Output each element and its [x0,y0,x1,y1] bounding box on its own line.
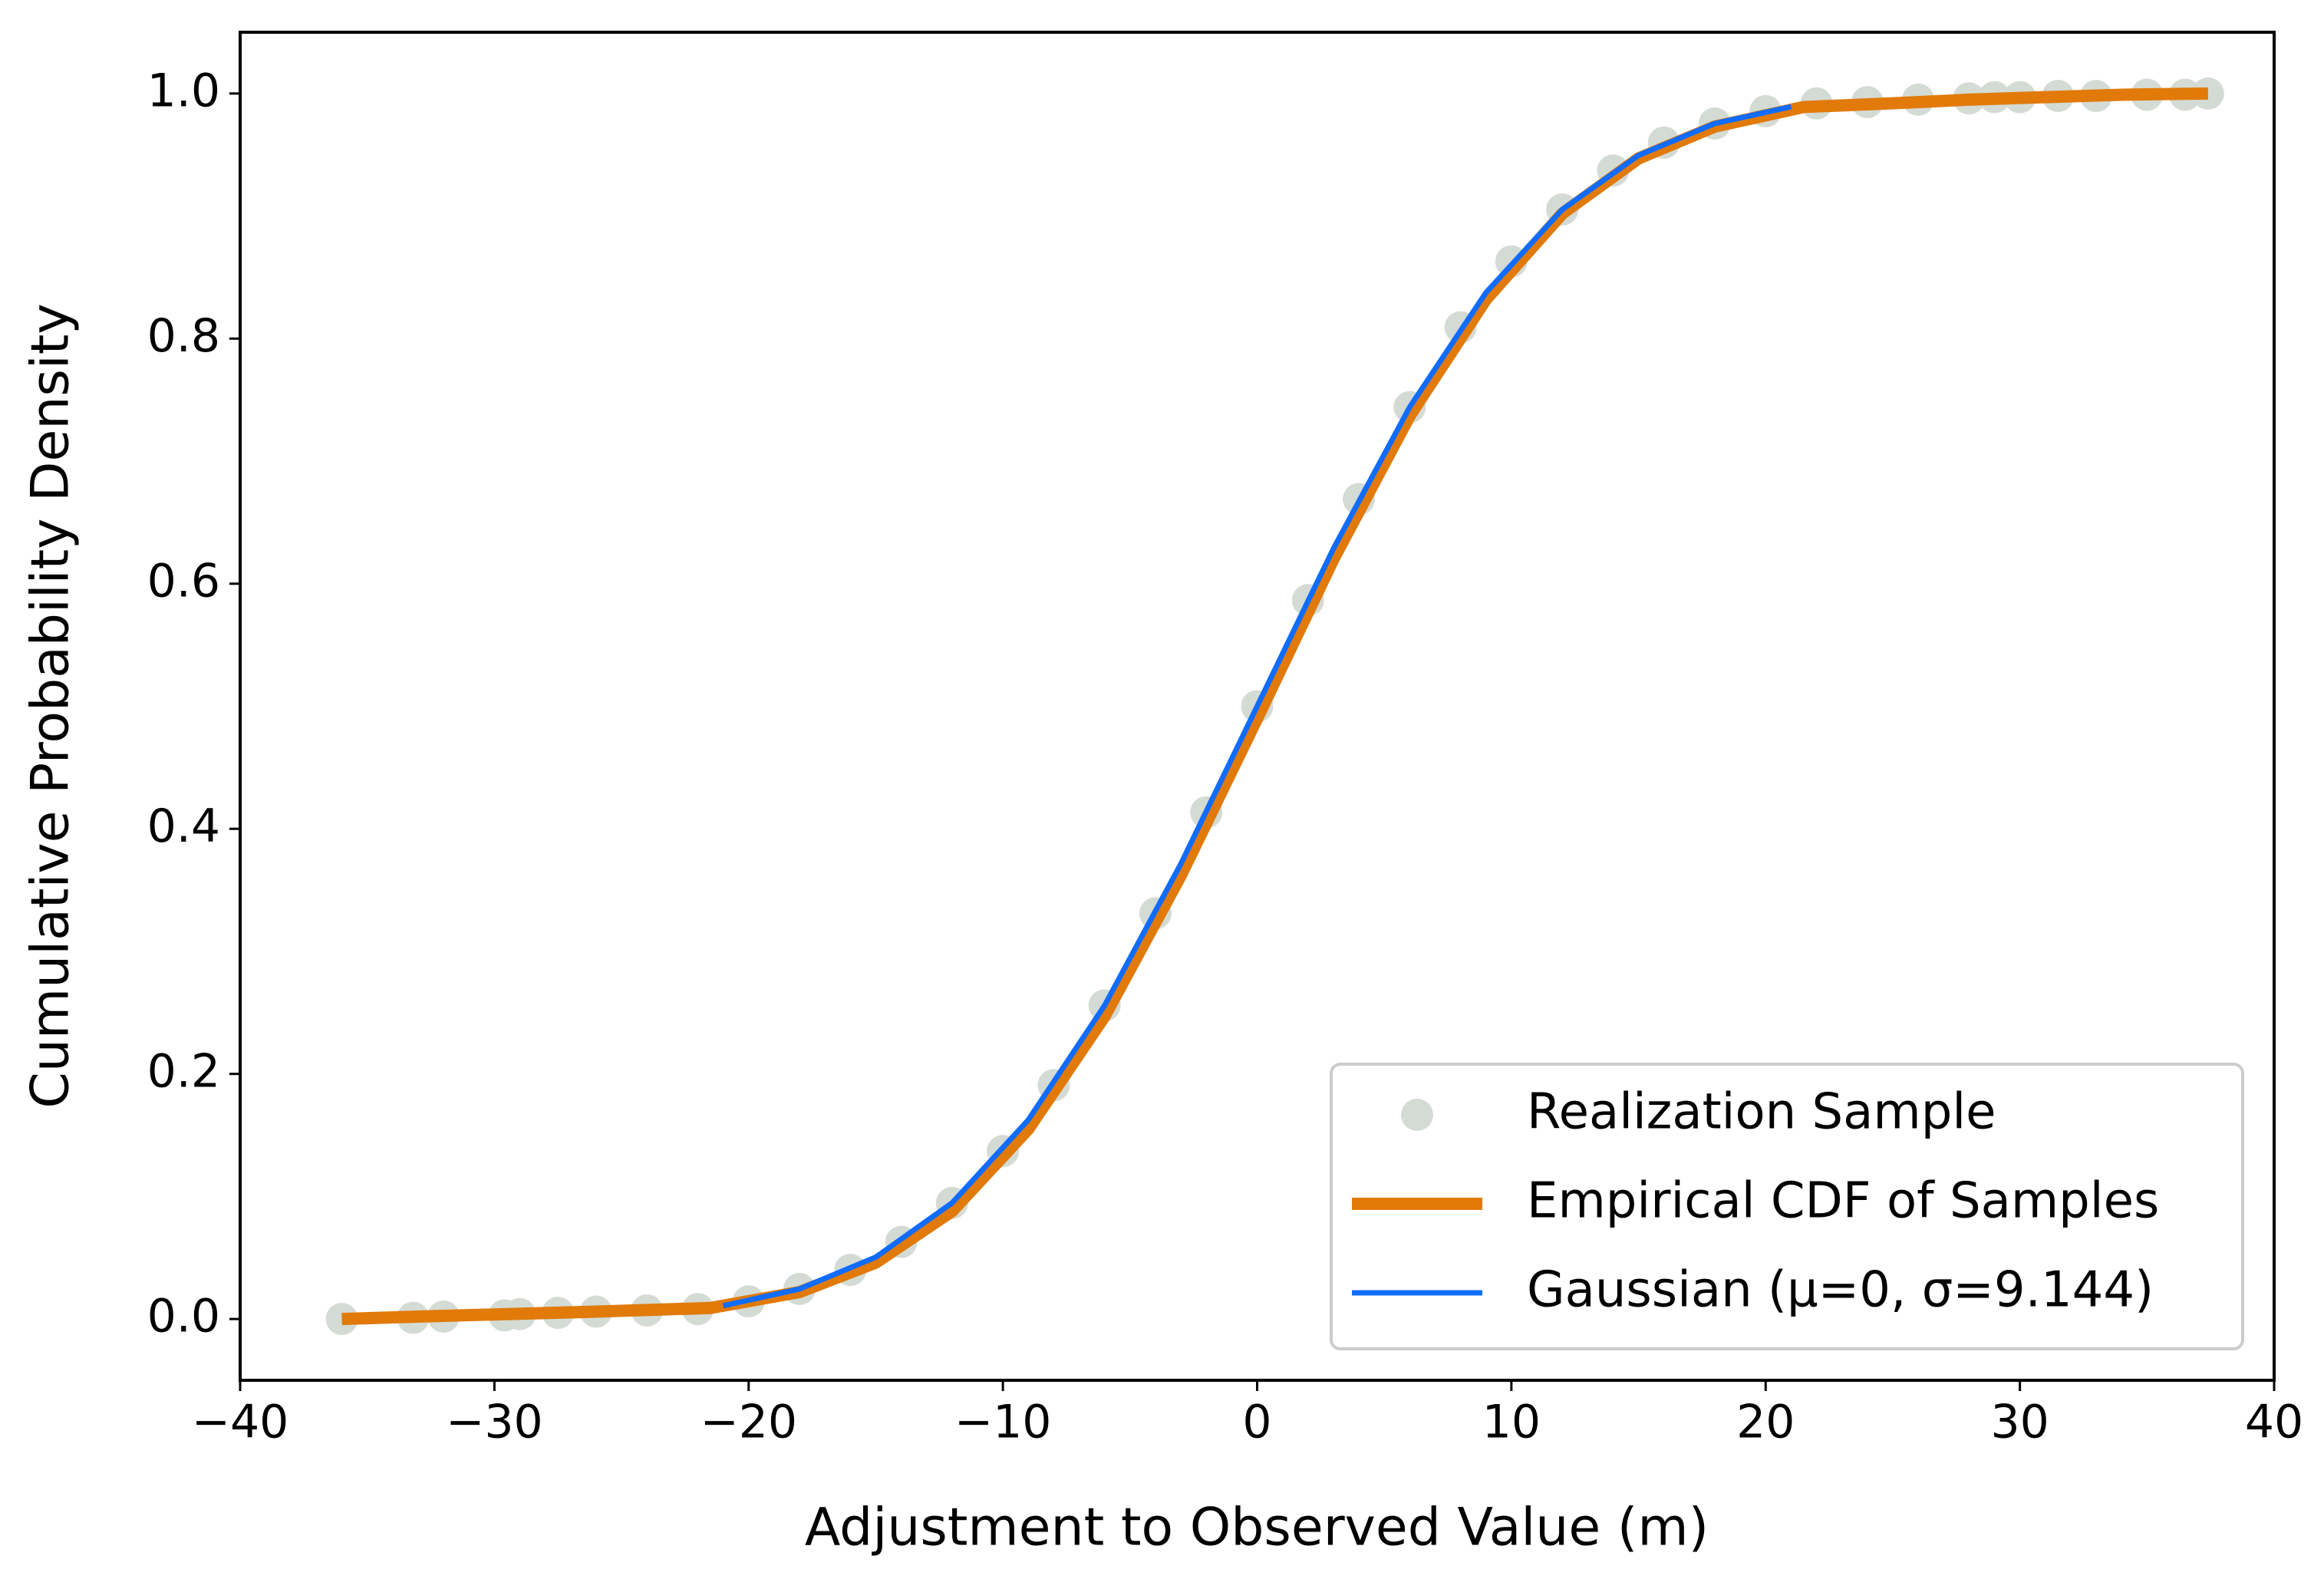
y-axis-label: Cumulative Probability Density [21,303,81,1108]
x-tick-label: 20 [1736,1396,1795,1449]
legend-label: Empirical CDF of Samples [1527,1173,2159,1230]
x-tick-label: 40 [2245,1396,2303,1449]
y-tick-label: 0.6 [147,554,220,608]
x-tick-label: −20 [700,1396,797,1449]
cdf-line [341,87,2208,1326]
cdf-line [722,104,1792,1309]
legend-box [1330,1063,2244,1350]
x-axis-label: Adjustment to Observed Value (m) [805,1498,1709,1558]
legend-label: Gaussian (μ=0, σ=9.144) [1527,1262,2154,1319]
legend-label: Realization Sample [1527,1084,1996,1141]
x-tick-label: 30 [1990,1396,2049,1449]
x-tick-label: 0 [1242,1396,1271,1449]
x-tick-label: −40 [192,1396,289,1449]
plot-area [325,77,2224,1336]
y-tick-label: 0.8 [147,309,220,363]
x-tick-label: −30 [446,1396,543,1449]
x-tick-label: 10 [1482,1396,1541,1449]
legend-marker [1401,1099,1433,1131]
y-tick-label: 1.0 [147,64,220,117]
y-tick-label: 0.2 [147,1044,220,1098]
y-tick-label: 0.0 [147,1290,220,1343]
x-tick-label: −10 [954,1396,1052,1449]
y-tick-label: 0.4 [147,799,220,853]
